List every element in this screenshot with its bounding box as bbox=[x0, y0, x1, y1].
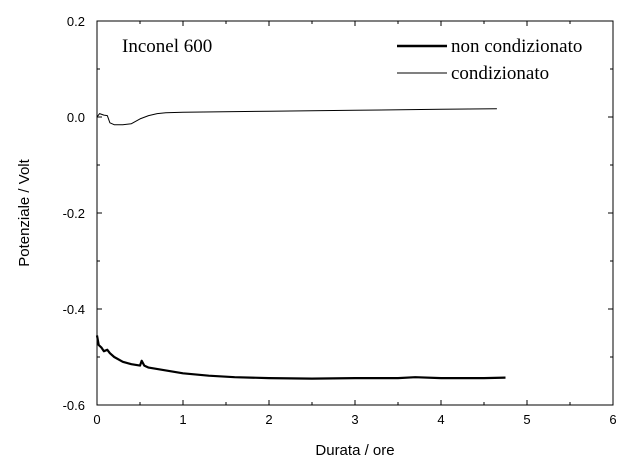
x-tick-label: 3 bbox=[351, 412, 358, 427]
series-line-non-condizionato bbox=[95, 335, 506, 380]
x-axis-title: Durata / ore bbox=[315, 442, 394, 459]
x-axis-ticks: 0 1 2 3 4 5 6 bbox=[93, 21, 617, 427]
x-tick-label: 5 bbox=[523, 412, 530, 427]
series-line-condizionato bbox=[96, 108, 497, 126]
x-tick-label: 1 bbox=[179, 412, 186, 427]
y-tick-label: -0.6 bbox=[63, 398, 85, 413]
y-tick-label: 0.0 bbox=[67, 110, 85, 125]
x-tick-label: 0 bbox=[93, 412, 100, 427]
legend-label-non-condizionato: non condizionato bbox=[451, 36, 582, 57]
x-tick-label: 2 bbox=[265, 412, 272, 427]
legend-label-condizionato: condizionato bbox=[451, 63, 549, 84]
y-tick-label: 0.2 bbox=[67, 14, 85, 29]
chart-annotation: Inconel 600 bbox=[122, 36, 212, 57]
x-tick-label: 4 bbox=[437, 412, 444, 427]
y-tick-label: -0.2 bbox=[63, 206, 85, 221]
x-tick-label: 6 bbox=[609, 412, 616, 427]
series-layer bbox=[95, 108, 506, 380]
legend: non condizionato condizionato bbox=[397, 36, 582, 84]
y-axis-ticks: 0.2 0.0 -0.2 -0.4 -0.6 bbox=[63, 14, 613, 413]
y-axis-title: Potenziale / Volt bbox=[16, 158, 33, 266]
y-tick-label: -0.4 bbox=[63, 302, 85, 317]
